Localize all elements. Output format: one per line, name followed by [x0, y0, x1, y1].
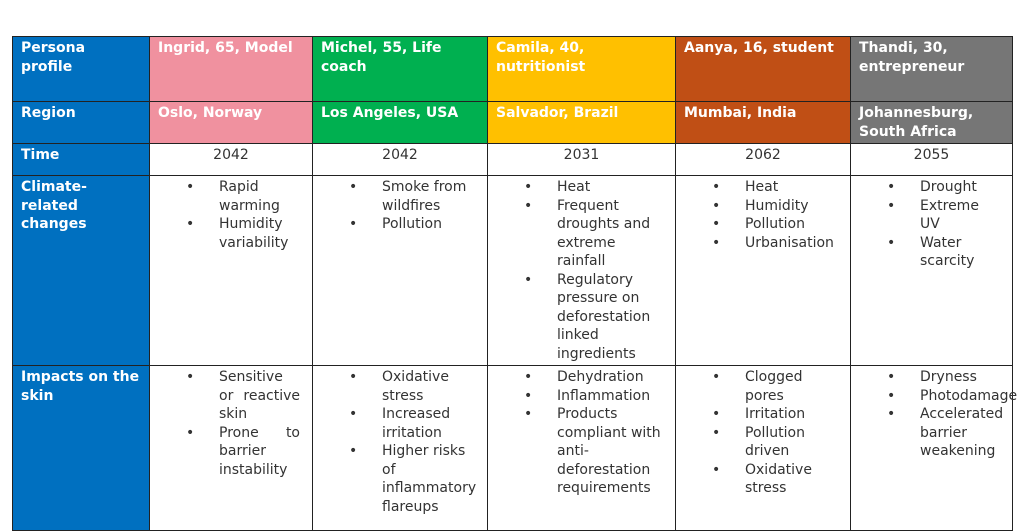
- persona-table: Persona profile Ingrid, 65, Model Michel, …: [12, 36, 1017, 531]
- climate-changes: HeatFrequent droughts and extreme rainfa…: [487, 175, 676, 366]
- persona-profile: Michel, 55, Life coach: [312, 36, 488, 102]
- persona-time: 2062: [675, 143, 851, 176]
- list-item: Heat: [524, 178, 663, 197]
- persona-profile: Ingrid, 65, Model: [149, 36, 313, 102]
- persona-time: 2042: [312, 143, 488, 176]
- list-item: Rapid warming: [186, 178, 300, 215]
- persona-profile: Thandi, 30, entrepreneur: [850, 36, 1013, 102]
- list-item: Accelerated barrier weakening: [887, 405, 1003, 461]
- persona-profile: Aanya, 16, student: [675, 36, 851, 102]
- climate-changes-list: DroughtExtreme UVWater scarcity: [859, 178, 1004, 271]
- row-label-impacts: Impacts on the skin: [12, 365, 150, 531]
- list-item: Smoke from wildfires: [349, 178, 475, 215]
- list-item: Clogged pores: [712, 368, 838, 405]
- list-item: Prone to barrier instability: [186, 424, 300, 480]
- list-item: Pollution: [712, 215, 838, 234]
- list-item: Humidity: [712, 197, 838, 216]
- persona-region: Johannesburg, South Africa: [850, 101, 1013, 144]
- row-label-climate: Climate-related changes: [12, 175, 150, 366]
- list-item: Dehydration: [524, 368, 663, 387]
- list-item: Sensitive or reactive skin: [186, 368, 300, 424]
- list-item: Humidity variability: [186, 215, 300, 252]
- list-item: Photodamage: [887, 387, 1017, 406]
- list-item: Drought: [887, 178, 1000, 197]
- skin-impacts: Sensitive or reactive skinProne to barri…: [149, 365, 313, 531]
- climate-changes: DroughtExtreme UVWater scarcity: [850, 175, 1013, 366]
- list-item: Oxidative stress: [712, 461, 838, 498]
- list-item: Dryness: [887, 368, 1000, 387]
- persona-time: 2055: [850, 143, 1013, 176]
- skin-impacts-list: Clogged poresIrritationPollution drivenO…: [684, 368, 842, 498]
- climate-changes-list: HeatHumidityPollutionUrbanisation: [684, 178, 842, 252]
- list-item: Frequent droughts and extreme rainfall: [524, 197, 663, 271]
- list-item: Pollution driven: [712, 424, 838, 461]
- skin-impacts-list: Oxidative stressIncreased irritationHigh…: [321, 368, 479, 516]
- list-item: Extreme UV: [887, 197, 1000, 234]
- list-item: Water scarcity: [887, 234, 1000, 271]
- persona-profile: Camila, 40, nutritionist: [487, 36, 676, 102]
- list-item: Heat: [712, 178, 838, 197]
- list-item: Inflammation: [524, 387, 663, 406]
- climate-changes-list: HeatFrequent droughts and extreme rainfa…: [496, 178, 667, 363]
- list-item: Irritation: [712, 405, 838, 424]
- persona-time: 2042: [149, 143, 313, 176]
- climate-changes: Smoke from wildfiresPollution: [312, 175, 488, 366]
- list-item: Increased irritation: [349, 405, 475, 442]
- skin-impacts: DehydrationInflammationProducts complian…: [487, 365, 676, 531]
- list-item: Higher risks of inflammatory flareups: [349, 442, 476, 516]
- climate-changes-list: Smoke from wildfiresPollution: [321, 178, 479, 234]
- list-item: Oxidative stress: [349, 368, 475, 405]
- row-label-persona: Persona profile: [12, 36, 150, 102]
- skin-impacts: DrynessPhotodamageAccelerated barrier we…: [850, 365, 1017, 531]
- persona-region: Mumbai, India: [675, 101, 851, 144]
- persona-region: Oslo, Norway: [149, 101, 313, 144]
- persona-time: 2031: [487, 143, 676, 176]
- row-label-time: Time: [12, 143, 150, 176]
- row-label-region: Region: [12, 101, 150, 144]
- persona-region: Los Angeles, USA: [312, 101, 488, 144]
- list-item: Urbanisation: [712, 234, 838, 253]
- climate-changes: Rapid warmingHumidity variability: [149, 175, 313, 366]
- persona-region: Salvador, Brazil: [487, 101, 676, 144]
- skin-impacts-list: DrynessPhotodamageAccelerated barrier we…: [859, 368, 1017, 461]
- climate-changes: HeatHumidityPollutionUrbanisation: [675, 175, 851, 366]
- skin-impacts: Oxidative stressIncreased irritationHigh…: [312, 365, 488, 531]
- skin-impacts-list: Sensitive or reactive skinProne to barri…: [158, 368, 304, 479]
- climate-changes-list: Rapid warmingHumidity variability: [158, 178, 304, 252]
- skin-impacts-list: DehydrationInflammationProducts complian…: [496, 368, 667, 498]
- list-item: Regulatory pressure on deforestation lin…: [524, 271, 663, 364]
- skin-impacts: Clogged poresIrritationPollution drivenO…: [675, 365, 851, 531]
- list-item: Products compliant with anti-deforestati…: [524, 405, 663, 498]
- list-item: Pollution: [349, 215, 475, 234]
